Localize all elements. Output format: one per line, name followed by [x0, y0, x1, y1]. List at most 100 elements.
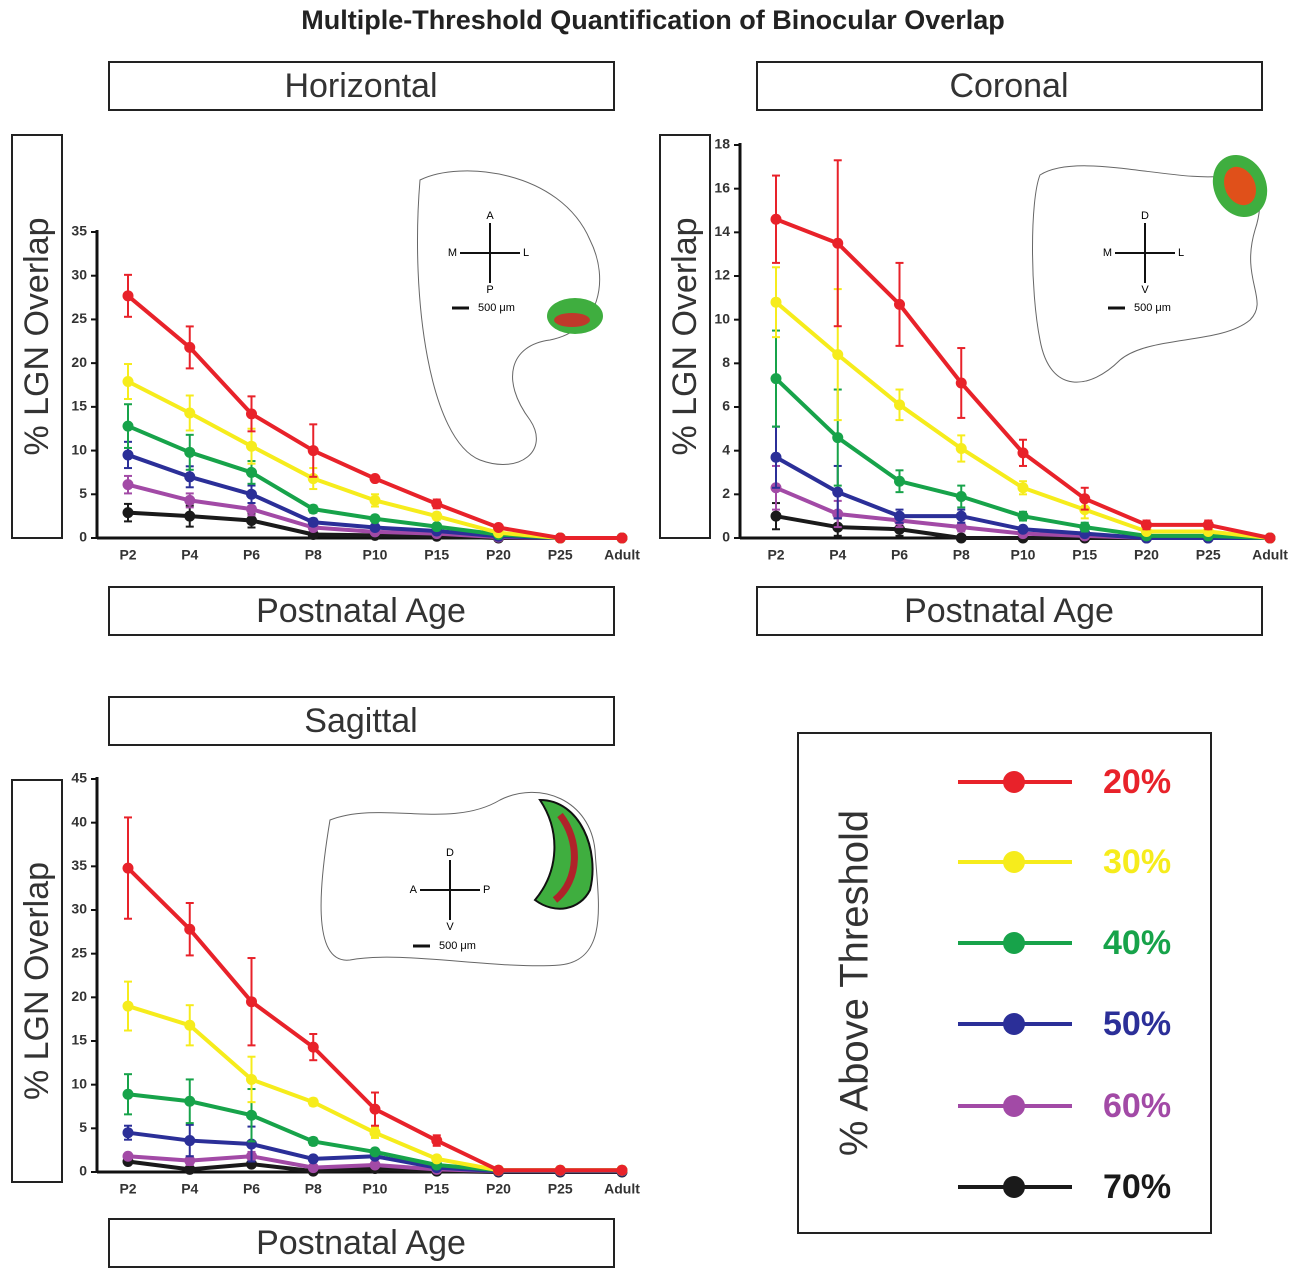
legend-box	[797, 732, 1212, 1234]
data-point	[770, 451, 782, 463]
data-point	[770, 510, 782, 522]
x-label-box	[108, 586, 615, 636]
data-point	[184, 1135, 196, 1147]
x-tick-label: P4	[181, 547, 198, 563]
y-tick-label: 15	[71, 1032, 87, 1048]
x-tick-label: Adult	[604, 1181, 640, 1197]
y-tick-label: 25	[71, 310, 87, 326]
x-tick-label: P8	[953, 547, 970, 563]
legend-marker	[1003, 771, 1025, 793]
inset-label: L	[1178, 247, 1184, 259]
data-point	[184, 1163, 196, 1175]
panel-title: Horizontal	[284, 67, 437, 105]
x-tick-label: P15	[1072, 547, 1097, 563]
data-point	[431, 510, 443, 522]
y-tick-label: 20	[71, 354, 87, 370]
data-point	[184, 923, 196, 935]
scale-label: 500 μm	[478, 302, 515, 314]
x-tick-label: P6	[243, 1181, 260, 1197]
inset-label: V	[1141, 284, 1149, 296]
y-tick-label: 45	[71, 770, 87, 786]
data-point	[369, 494, 381, 506]
data-point	[1141, 519, 1152, 531]
x-tick-label: Adult	[604, 547, 640, 563]
y-label-box	[659, 134, 711, 539]
inset-label: D	[446, 847, 454, 859]
x-tick-label: P8	[305, 1181, 322, 1197]
data-point	[832, 432, 844, 444]
inset-outlines	[320, 165, 1261, 967]
data-point	[894, 298, 905, 310]
x-tick-label: P10	[1011, 547, 1036, 563]
x-tick-label: P15	[424, 1181, 449, 1197]
data-point	[307, 1096, 319, 1108]
x-axis-label: Postnatal Age	[256, 592, 466, 630]
y-tick-label: 20	[71, 988, 87, 1004]
data-point	[184, 471, 196, 483]
title-box	[756, 61, 1263, 111]
data-point	[1017, 523, 1029, 535]
y-axis-label: % LGN Overlap	[18, 862, 56, 1100]
y-tick-label: 0	[79, 1163, 87, 1179]
panel-title: Coronal	[949, 67, 1068, 105]
data-point	[955, 521, 967, 533]
legend-label: 50%	[1103, 1005, 1171, 1043]
scale-label: 500 μm	[1134, 302, 1171, 314]
data-point	[122, 862, 134, 874]
data-point	[955, 491, 967, 503]
y-tick-label: 35	[71, 223, 87, 239]
data-point	[246, 488, 257, 500]
y-axis-label: % LGN Overlap	[666, 217, 704, 455]
data-point	[184, 341, 196, 353]
data-point	[369, 1146, 381, 1158]
x-axis-label: Postnatal Age	[256, 1224, 466, 1262]
inset-label: P	[483, 884, 490, 896]
data-point	[369, 513, 381, 525]
data-point	[955, 510, 967, 522]
data-point	[122, 1127, 134, 1139]
data-point	[184, 407, 196, 419]
data-point	[1264, 532, 1276, 544]
legend-label: 70%	[1103, 1168, 1171, 1206]
y-tick-label: 16	[714, 179, 730, 195]
data-point	[431, 1153, 443, 1165]
y-tick-label: 18	[714, 136, 730, 152]
y-tick-label: 35	[71, 857, 87, 873]
panel-title: Sagittal	[304, 702, 417, 740]
legend-marker	[1003, 932, 1025, 954]
x-tick-label: P2	[119, 547, 136, 563]
legend-label: 30%	[1103, 843, 1171, 881]
data-point	[307, 503, 319, 515]
data-point	[1017, 447, 1029, 459]
x-label-box	[756, 586, 1263, 636]
data-point	[246, 996, 257, 1008]
x-tick-label: P15	[424, 547, 449, 563]
data-point	[955, 532, 967, 544]
data-point	[554, 532, 566, 544]
data-point	[554, 1164, 566, 1176]
data-point	[369, 1103, 381, 1115]
legend-title: % Above Threshold	[833, 810, 877, 1156]
x-tick-label: P4	[181, 1181, 198, 1197]
inset-label: D	[1141, 210, 1149, 222]
x-tick-label: P25	[548, 547, 573, 563]
inset-label: L	[523, 247, 529, 259]
series-line	[127, 1004, 622, 1173]
legend-label: 20%	[1103, 763, 1171, 801]
x-tick-label: P10	[363, 547, 388, 563]
inset-label: M	[1103, 247, 1112, 259]
data-point	[246, 503, 257, 515]
data-point	[832, 237, 844, 249]
data-point	[246, 408, 257, 420]
data-point	[184, 494, 196, 506]
data-point	[122, 420, 134, 432]
y-axis-label: % LGN Overlap	[18, 217, 56, 455]
x-tick-label: P10	[363, 1181, 388, 1197]
x-tick-label: P2	[119, 1181, 136, 1197]
data-point	[369, 1159, 381, 1171]
data-point	[246, 1109, 257, 1121]
x-tick-label: P20	[486, 547, 511, 563]
data-point	[1079, 493, 1091, 505]
data-point	[122, 290, 134, 302]
data-point	[184, 1155, 196, 1167]
